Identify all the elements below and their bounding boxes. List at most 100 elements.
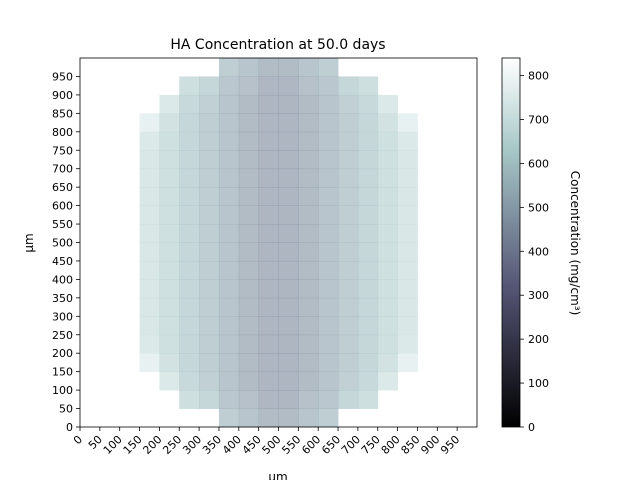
heatmap-cell	[298, 150, 319, 170]
heatmap-cell	[318, 131, 339, 151]
y-axis: 0 50 100 150 200 250 300 350 400 450 500 550 600 650 7…	[52, 70, 80, 434]
heatmap-cell	[397, 297, 418, 317]
x-tick-label: 600	[299, 433, 323, 457]
heatmap-cell	[238, 316, 260, 336]
heatmap-cell	[338, 371, 359, 391]
plot-area	[79, 57, 478, 428]
heatmap-cell	[199, 242, 220, 262]
heatmap-cell	[278, 353, 299, 373]
heatmap-cell	[397, 205, 418, 225]
heatmap-cell	[318, 297, 339, 317]
heatmap-cell	[377, 297, 398, 317]
heatmap-cell	[258, 297, 279, 317]
heatmap-cell	[218, 334, 240, 354]
heatmap-cell	[159, 131, 180, 151]
heatmap-cell	[298, 131, 319, 151]
heatmap-cell	[179, 168, 200, 188]
heatmap-cell	[357, 76, 379, 96]
heatmap-cell	[377, 205, 398, 225]
heatmap-cell	[298, 408, 319, 428]
heatmap-cell	[179, 316, 200, 336]
heatmap-cell	[357, 150, 379, 170]
heatmap-cell	[258, 168, 279, 188]
heatmap-cell	[377, 168, 398, 188]
heatmap-cell	[377, 94, 398, 114]
heatmap-cell	[357, 353, 379, 373]
heatmap-cell	[199, 316, 220, 336]
heatmap-cell	[397, 187, 418, 206]
heatmap-cell	[397, 168, 418, 188]
heatmap-cell	[179, 224, 200, 243]
colorbar: 0 100 200 300 400 500 600 700 800 Concentration …	[501, 57, 582, 434]
heatmap-cell	[258, 316, 279, 336]
x-tick-label: 850	[399, 433, 423, 457]
heatmap-cell	[357, 297, 379, 317]
heatmap-cell	[298, 187, 319, 206]
x-tick-label: 100	[101, 433, 125, 457]
heatmap-cell	[218, 58, 240, 77]
x-tick-label: 0	[71, 433, 85, 447]
heatmap-cell	[278, 113, 299, 133]
heatmap-cell	[318, 353, 339, 373]
heatmap-cell	[199, 168, 220, 188]
heatmap-cell	[179, 94, 200, 114]
colorbar-tick-label: 300	[528, 289, 549, 302]
heatmap-cell	[139, 205, 160, 225]
colorbar-tick-label: 0	[528, 421, 535, 434]
x-tick-label: 500	[260, 433, 284, 457]
heatmap-cell	[218, 408, 240, 428]
heatmap-cell	[159, 242, 180, 262]
heatmap-cell	[218, 205, 240, 225]
heatmap-cell	[179, 242, 200, 262]
colorbar-gradient	[501, 57, 521, 428]
y-tick-label: 250	[52, 329, 73, 342]
heatmap-cell	[139, 334, 160, 354]
colorbar-tick-label: 600	[528, 157, 549, 170]
heatmap-cell	[199, 131, 220, 151]
heatmap-cell	[179, 76, 200, 96]
heatmap-cell	[218, 131, 240, 151]
y-tick-label: 350	[52, 292, 73, 305]
heatmap-cell	[278, 187, 299, 206]
y-tick-label: 0	[66, 421, 73, 434]
heatmap-cell	[218, 76, 240, 96]
heatmap-cell	[179, 371, 200, 391]
heatmap-cell	[238, 58, 260, 77]
y-tick-label: 50	[59, 403, 73, 416]
heatmap-cell	[357, 279, 379, 299]
heatmap-cell	[357, 187, 379, 206]
heatmap-cell	[238, 279, 260, 299]
heatmap-cell	[318, 76, 339, 96]
heatmap-cell	[338, 260, 359, 280]
heatmap-cell	[199, 76, 220, 96]
heatmap-cell	[199, 279, 220, 299]
heatmap-cell	[278, 316, 299, 336]
heatmap-cell	[159, 316, 180, 336]
heatmap-cell	[199, 371, 220, 391]
heatmap-cell	[159, 334, 180, 354]
colorbar-tick-label: 200	[528, 333, 549, 346]
heatmap-cell	[318, 94, 339, 114]
heatmap-cell	[258, 353, 279, 373]
heatmap-cell	[199, 187, 220, 206]
heatmap-cell	[278, 297, 299, 317]
heatmap-cell	[258, 205, 279, 225]
heatmap-cell	[318, 279, 339, 299]
x-tick-label: 450	[240, 433, 264, 457]
y-tick-label: 600	[52, 200, 73, 213]
x-tick-label: 650	[319, 433, 343, 457]
heatmap-cell	[397, 113, 418, 133]
heatmap-cell	[278, 168, 299, 188]
chart-title: HA Concentration at 50.0 days	[170, 37, 385, 53]
heatmap-cell	[179, 131, 200, 151]
heatmap-cell	[139, 297, 160, 317]
heatmap-cell	[238, 113, 260, 133]
heatmap-cell	[377, 334, 398, 354]
heatmap-cell	[179, 297, 200, 317]
heatmap-cell	[278, 205, 299, 225]
heatmap-cell	[377, 353, 398, 373]
heatmap-cell	[218, 242, 240, 262]
heatmap-cell	[338, 94, 359, 114]
heatmap-cell	[397, 242, 418, 262]
heatmap-cell	[139, 168, 160, 188]
